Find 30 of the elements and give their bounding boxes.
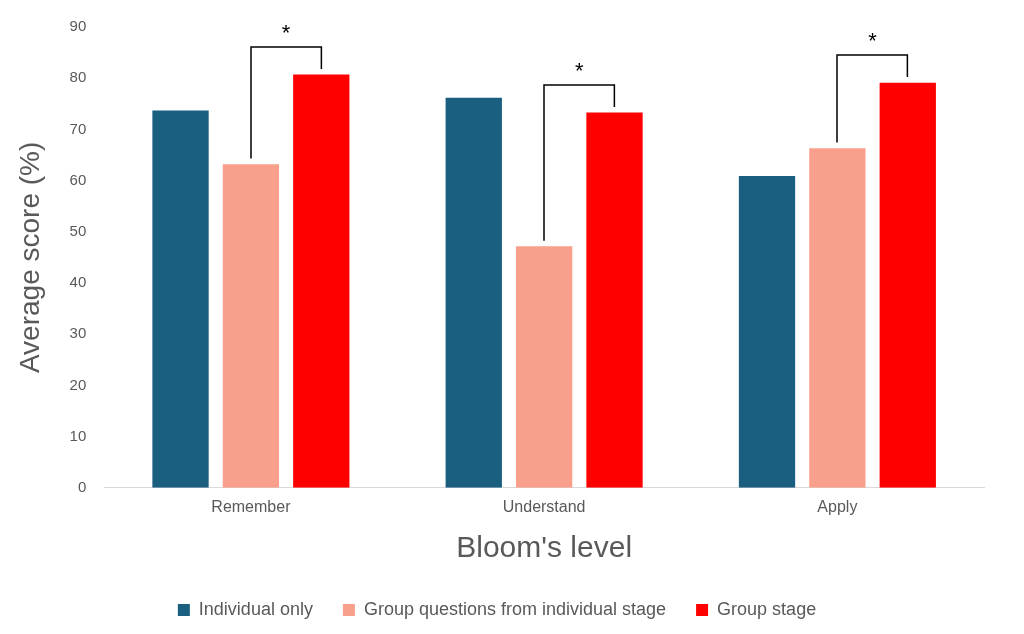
bar bbox=[152, 110, 209, 488]
y-tick-label: 20 bbox=[69, 375, 87, 393]
bar bbox=[738, 175, 796, 488]
y-tick-label: 60 bbox=[69, 170, 87, 188]
y-tick-label: 0 bbox=[77, 477, 87, 495]
bar bbox=[515, 246, 573, 488]
x-tick-label: Remember bbox=[211, 497, 292, 515]
bar bbox=[293, 74, 350, 488]
y-tick-label: 50 bbox=[69, 221, 87, 239]
y-tick-label: 80 bbox=[69, 68, 87, 86]
bar bbox=[222, 164, 280, 488]
bar bbox=[445, 97, 502, 488]
y-axis-title: Average score (%) bbox=[13, 141, 45, 374]
bar bbox=[586, 112, 643, 488]
bar bbox=[809, 148, 866, 488]
y-tick-label: 30 bbox=[69, 324, 87, 342]
y-tick-label: 90 bbox=[69, 17, 87, 35]
x-axis-title: Bloom's level bbox=[456, 530, 633, 564]
annotation: * bbox=[868, 27, 878, 53]
y-tick-label: 70 bbox=[69, 119, 87, 137]
y-tick-label: 10 bbox=[69, 426, 87, 444]
bar bbox=[879, 82, 936, 488]
annotation: * bbox=[575, 57, 585, 83]
legend-label: Group stage bbox=[717, 598, 817, 619]
annotation: * bbox=[281, 19, 291, 45]
x-tick-label: Apply bbox=[817, 497, 858, 515]
y-tick-label: 40 bbox=[69, 273, 87, 291]
legend-label: Group questions from individual stage bbox=[363, 598, 667, 619]
legend-label: Individual only bbox=[198, 598, 313, 619]
x-tick-label: Understand bbox=[502, 497, 586, 515]
